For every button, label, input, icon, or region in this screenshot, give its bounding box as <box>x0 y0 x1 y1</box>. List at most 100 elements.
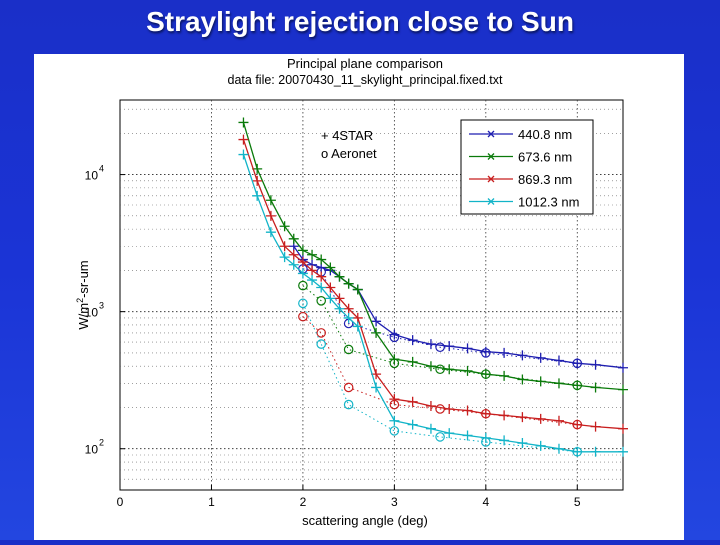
star-marker <box>265 227 276 238</box>
star-marker <box>572 419 583 430</box>
star-marker <box>499 370 510 381</box>
star-marker <box>618 384 628 395</box>
chart-subtitle: data file: 20070430_11_skylight_principa… <box>228 73 503 87</box>
star-marker <box>572 446 583 457</box>
series-2 <box>238 134 628 434</box>
star-marker <box>553 443 564 454</box>
aeronet-marker <box>435 364 445 375</box>
star-marker <box>618 423 628 434</box>
y-tick-label-base: 10 <box>85 306 99 320</box>
star-marker <box>316 254 327 265</box>
aeronet-marker <box>343 382 354 393</box>
y-tick-label-base: 10 <box>85 169 99 183</box>
star-marker <box>279 221 290 232</box>
star-marker <box>553 415 564 426</box>
star-marker <box>371 327 382 338</box>
star-marker <box>590 382 601 393</box>
star-marker <box>238 134 249 145</box>
star-marker <box>297 245 308 256</box>
star-marker <box>334 271 345 282</box>
legend-marker <box>487 130 495 138</box>
legend-marker <box>487 175 495 183</box>
star-marker <box>352 312 363 323</box>
star-marker <box>389 394 400 405</box>
star-marker <box>517 374 528 385</box>
aeronet-marker <box>316 296 326 306</box>
star-marker <box>618 446 628 457</box>
aeronet-line <box>302 285 578 386</box>
star-marker <box>252 190 263 201</box>
star-line <box>293 245 624 369</box>
star-marker <box>590 359 601 370</box>
star-marker <box>325 293 336 304</box>
star-marker <box>325 282 336 293</box>
star-marker <box>389 415 400 426</box>
aeronet-marker <box>343 344 354 355</box>
aeronet-marker <box>481 408 491 419</box>
star-marker <box>517 350 528 361</box>
star-marker <box>343 303 354 314</box>
annotation-aeronet: o Aeronet <box>321 146 377 161</box>
star-marker <box>517 438 528 449</box>
slide-title: Straylight rejection close to Sun <box>146 6 574 37</box>
aeronet-marker <box>298 311 308 322</box>
star-marker <box>462 365 473 376</box>
star-marker <box>462 430 473 441</box>
legend-marker <box>487 198 495 205</box>
chart-title: Principal plane comparison <box>287 56 443 71</box>
aeronet-marker <box>435 432 445 442</box>
star-marker <box>407 356 418 367</box>
star-marker <box>590 421 601 432</box>
y-tick-label-exp: 4 <box>99 164 104 174</box>
figure-panel: Principal plane comparison data file: 20… <box>34 54 684 540</box>
star-marker <box>480 369 491 380</box>
y-axis-label: W/m2-sr-um <box>75 260 91 329</box>
aeronet-marker <box>435 404 445 414</box>
star-marker <box>265 210 276 221</box>
star-marker <box>425 423 436 434</box>
star-marker <box>265 195 276 206</box>
star-marker <box>238 149 249 160</box>
star-marker <box>252 175 263 186</box>
star-marker <box>535 440 546 451</box>
star-marker <box>517 412 528 423</box>
star-marker <box>325 262 336 273</box>
star-marker <box>444 428 455 439</box>
star-marker <box>316 271 327 282</box>
y-axis-label-unit: W/m <box>76 303 91 330</box>
legend-label: 869.3 nm <box>518 172 572 187</box>
legend-marker <box>487 153 495 160</box>
star-marker <box>499 435 510 446</box>
star-marker <box>316 282 327 293</box>
aeronet-marker <box>389 426 400 436</box>
aeronet-marker <box>572 446 583 457</box>
annotation-4star: + 4STAR <box>321 128 373 143</box>
star-marker <box>462 343 473 354</box>
chart-svg: Principal plane comparison data file: 20… <box>75 56 628 528</box>
star-marker <box>238 117 249 128</box>
star-marker <box>407 335 418 346</box>
star-marker <box>288 233 299 244</box>
star-marker <box>618 362 628 373</box>
aeronet-marker <box>481 369 491 379</box>
star-marker <box>425 339 436 350</box>
x-tick-label: 5 <box>574 495 581 509</box>
star-marker <box>334 293 345 304</box>
aeronet-marker <box>481 437 491 447</box>
star-marker <box>297 257 308 268</box>
series-layer <box>238 117 628 457</box>
star-marker <box>279 252 290 263</box>
y-axis-label-exp: 2 <box>75 298 85 303</box>
x-tick-label: 1 <box>208 495 215 509</box>
aeronet-marker <box>389 358 400 369</box>
star-marker <box>307 265 318 276</box>
aeronet-marker <box>572 380 583 391</box>
star-marker <box>553 355 564 366</box>
star-marker <box>535 352 546 363</box>
legend-label: 673.6 nm <box>518 150 572 165</box>
legend-label: 440.8 nm <box>518 127 572 142</box>
y-tick-label-exp: 3 <box>99 301 104 311</box>
x-axis-label: scattering angle (deg) <box>302 513 428 528</box>
star-marker <box>499 347 510 358</box>
